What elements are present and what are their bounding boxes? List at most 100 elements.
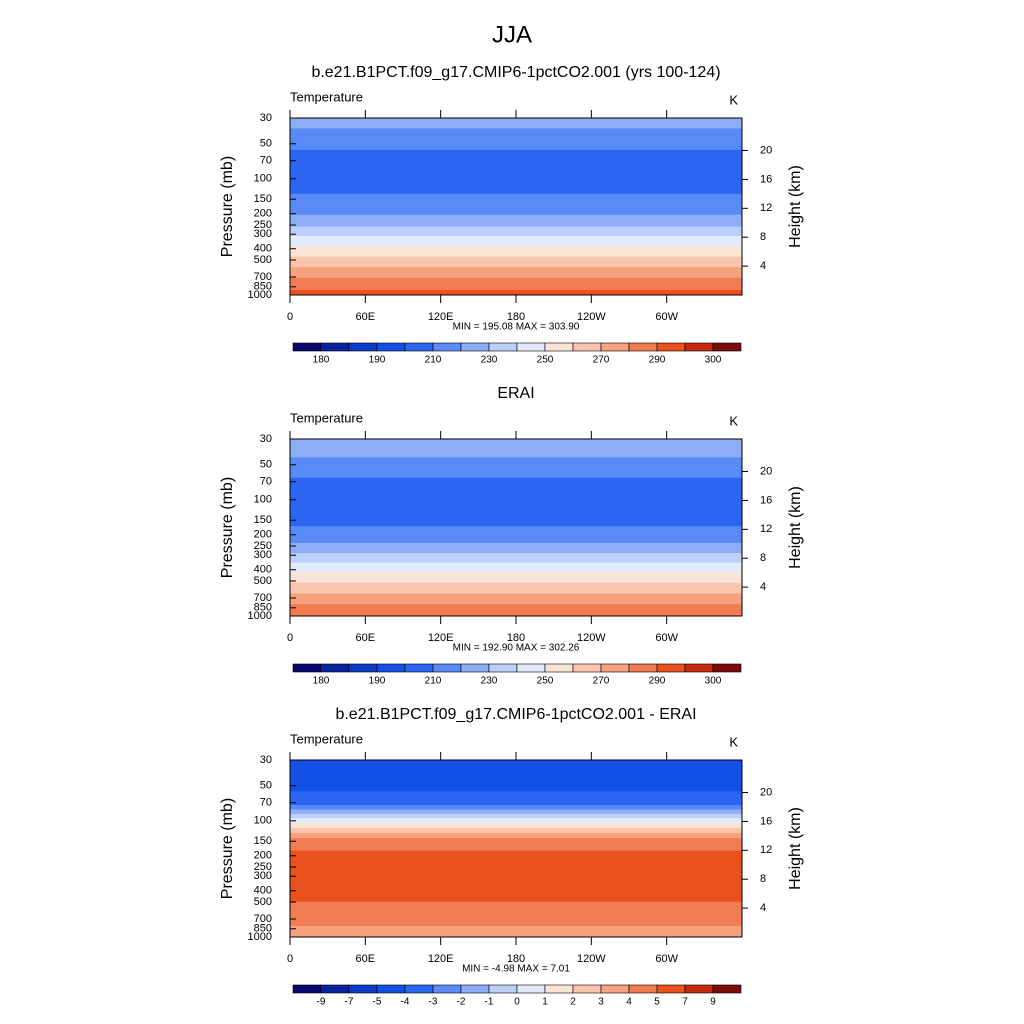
colorbar-box <box>544 342 574 352</box>
colorbar-label: 190 <box>369 355 386 366</box>
colorbar-label: 210 <box>425 355 442 366</box>
panel: b.e21.B1PCT.f09_g17.CMIP6-1pctCO2.001 - … <box>219 706 804 1007</box>
y-tick-label: 100 <box>254 494 272 506</box>
y-tick-label: 250 <box>254 219 272 231</box>
x-tick-label: 180 <box>507 953 525 965</box>
contour-band <box>290 918 742 927</box>
figure-title: JJA <box>492 21 532 48</box>
contour-band <box>290 759 742 787</box>
colorbar-label: 270 <box>593 355 610 366</box>
contour-band <box>290 604 742 609</box>
contour-band <box>290 572 742 582</box>
colorbar-box <box>712 342 742 352</box>
x-tick-label: 60W <box>655 632 678 644</box>
colorbar-label: -4 <box>401 997 410 1008</box>
y2-axis-label: Height (km) <box>787 807 804 890</box>
colorbar-box <box>432 342 462 352</box>
contour-band <box>290 277 742 288</box>
colorbar-box <box>460 342 490 352</box>
colorbar-box <box>432 663 462 673</box>
x-tick-label: 120W <box>577 311 606 323</box>
contour-band <box>290 901 742 920</box>
y-axis-label: Pressure (mb) <box>219 156 236 257</box>
y-tick-label: 300 <box>254 870 272 882</box>
contour-band <box>290 832 742 839</box>
colorbar-label: 290 <box>649 355 666 366</box>
contour-band <box>290 850 742 857</box>
colorbar-box <box>684 663 714 673</box>
y-tick-label: 300 <box>254 228 272 240</box>
y-tick-label: 1000 <box>248 610 272 622</box>
colorbar-label: 300 <box>705 355 722 366</box>
y-tick-label: 30 <box>260 433 272 445</box>
stats: MIN = 192.90 MAX = 302.26 <box>453 643 580 654</box>
y-tick-label: 700 <box>254 592 272 604</box>
contour-band <box>290 562 742 571</box>
y-tick-label: 400 <box>254 885 272 897</box>
colorbar-box <box>572 663 602 673</box>
y-tick-label: 200 <box>254 850 272 862</box>
y2-tick-label: 20 <box>760 786 772 798</box>
colorbar-label: 290 <box>649 676 666 687</box>
colorbar-label: 5 <box>654 997 660 1008</box>
contour-band <box>290 149 742 162</box>
x-tick-label: 60E <box>356 632 376 644</box>
y-axis-label: Pressure (mb) <box>219 477 236 578</box>
colorbar-box <box>628 342 658 352</box>
contour-band <box>290 802 742 806</box>
colorbar-box <box>544 984 574 994</box>
x-tick-label: 120W <box>577 953 606 965</box>
x-tick-label: 180 <box>507 311 525 323</box>
contour-band <box>290 580 742 584</box>
colorbar-box <box>516 984 546 994</box>
contour-band <box>290 791 742 804</box>
colorbar-box <box>656 663 686 673</box>
y-tick-label: 400 <box>254 243 272 255</box>
contour-band <box>290 214 742 226</box>
colorbar-box <box>572 984 602 994</box>
x-tick-label: 120W <box>577 632 606 644</box>
y-tick-label: 50 <box>260 459 272 471</box>
contour-band <box>290 236 742 247</box>
colorbar-label: 230 <box>481 676 498 687</box>
contour-band <box>290 545 742 554</box>
colorbar-box <box>656 342 686 352</box>
contour-band <box>290 534 742 544</box>
colorbar-box <box>460 984 490 994</box>
y-tick-label: 70 <box>260 476 272 488</box>
contour-band <box>290 837 742 842</box>
y-tick-label: 500 <box>254 575 272 587</box>
contour-band <box>290 481 742 501</box>
y-tick-label: 250 <box>254 540 272 552</box>
contour-band <box>290 582 742 595</box>
contour-band <box>290 224 742 228</box>
contour-band <box>290 866 742 877</box>
y2-tick-label: 20 <box>760 465 772 477</box>
contour-band <box>290 928 742 938</box>
y-tick-label: 500 <box>254 254 272 266</box>
colorbar-box <box>628 984 658 994</box>
x-tick-label: 120E <box>428 632 454 644</box>
x-tick-label: 180 <box>507 632 525 644</box>
contour-band <box>290 198 742 215</box>
y-tick-label: 50 <box>260 138 272 150</box>
y-tick-label: 850 <box>254 602 272 614</box>
y-tick-label: 100 <box>254 173 272 185</box>
y2-tick-label: 12 <box>760 523 772 535</box>
y-tick-label: 500 <box>254 896 272 908</box>
colorbar-box <box>320 663 350 673</box>
contour-band <box>290 813 742 819</box>
y2-tick-label: 16 <box>760 494 772 506</box>
y-tick-label: 300 <box>254 549 272 561</box>
colorbar-box <box>348 984 378 994</box>
colorbar-label: 0 <box>514 997 520 1008</box>
colorbar-label: -7 <box>345 997 354 1008</box>
y2-tick-label: 12 <box>760 202 772 214</box>
colorbar-box <box>404 984 434 994</box>
contour-band <box>290 875 742 892</box>
contour-band <box>290 607 742 617</box>
colorbar-box <box>684 342 714 352</box>
colorbar-label: 250 <box>537 355 554 366</box>
